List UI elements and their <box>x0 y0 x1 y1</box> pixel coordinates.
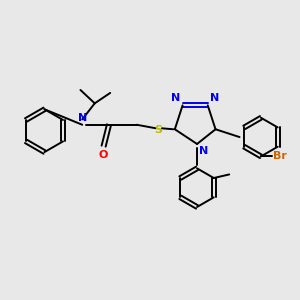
Text: Br: Br <box>273 152 287 161</box>
Text: N: N <box>78 113 87 123</box>
Text: S: S <box>154 125 162 135</box>
Text: N: N <box>199 146 208 156</box>
Text: O: O <box>98 150 108 160</box>
Text: N: N <box>171 93 180 103</box>
Text: N: N <box>210 93 219 103</box>
